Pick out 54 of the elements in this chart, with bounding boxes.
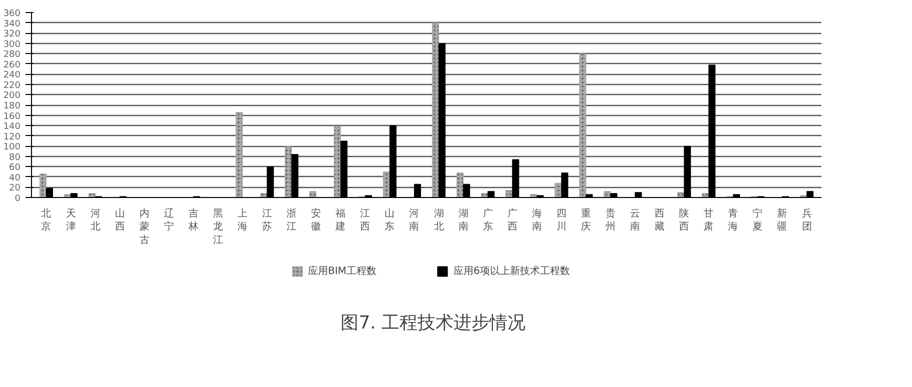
y-tick-label: 220 (3, 80, 21, 91)
y-tick-label: 200 (3, 91, 21, 102)
x-tick-label: 江苏 (262, 208, 272, 233)
x-tick-label: 上海 (237, 208, 248, 233)
y-tick-label: 260 (3, 60, 21, 70)
text: 图7. 工程技术进步情况 (340, 312, 526, 334)
y-tick-label: 300 (3, 40, 21, 50)
x-tick-label: 陕西 (679, 208, 690, 233)
y-tick-label: 40 (9, 173, 21, 184)
x-tick-label: 安徽 (311, 208, 322, 233)
y-tick-label: 240 (3, 70, 21, 81)
x-tick-label: 北京 (41, 208, 52, 233)
x-tick-label: 天津 (66, 208, 76, 233)
x-tick-label: 兵团 (802, 208, 812, 233)
x-tick-label: 山西 (114, 208, 125, 233)
y-tick-label: 280 (3, 50, 21, 60)
y-tick-label: 0 (14, 194, 21, 204)
x-tick-label: 浙江 (286, 208, 297, 233)
x-tick-label: 宁夏 (752, 208, 763, 233)
x-tick-label: 湖北 (434, 208, 444, 233)
x-tick-label: 重庆 (580, 208, 591, 233)
legend-label: 应用BIM工程数 (308, 264, 376, 278)
x-tick-label: 河南 (409, 208, 420, 233)
x-tick-label: 江西 (360, 208, 370, 233)
x-tick-label: 广东 (482, 208, 493, 233)
x-tick-label: 辽宁 (164, 208, 174, 233)
y-tick-label: 180 (3, 102, 21, 112)
y-tick-label: 80 (9, 152, 21, 163)
x-tick-label: 四川 (556, 208, 566, 233)
x-tick-label: 西藏 (654, 208, 665, 233)
y-tick-label: 160 (3, 112, 21, 122)
y-tick-label: 320 (3, 30, 21, 40)
x-tick-label: 青海 (728, 208, 738, 233)
y-tick-label: 100 (3, 142, 21, 153)
x-tick-label: 福建 (334, 208, 346, 233)
x-tick-label: 内蒙古 (139, 208, 150, 246)
y-tick-label: 360 (3, 9, 21, 19)
x-tick-label: 山东 (384, 208, 395, 233)
x-tick-label: 吉林 (187, 208, 198, 233)
y-tick-label: 60 (9, 163, 21, 174)
x-tick-label: 甘肃 (704, 208, 714, 233)
x-tick-label: 贵州 (606, 208, 616, 233)
y-tick-label: 120 (3, 132, 21, 142)
y-tick-label: 140 (3, 122, 21, 132)
y-tick-label: 20 (9, 184, 21, 194)
x-tick-label: 广西 (507, 208, 518, 233)
x-tick-label: 新疆 (777, 208, 788, 233)
legend-label: 应用6项以上新技术工程数 (453, 264, 570, 278)
x-tick-label: 黑龙江 (212, 208, 223, 246)
x-tick-label: 云南 (630, 208, 640, 233)
y-tick-label: 340 (3, 19, 21, 30)
x-tick-label: 河北 (90, 208, 100, 233)
x-tick-label: 海南 (532, 208, 542, 233)
x-tick-label: 湖南 (458, 208, 468, 233)
